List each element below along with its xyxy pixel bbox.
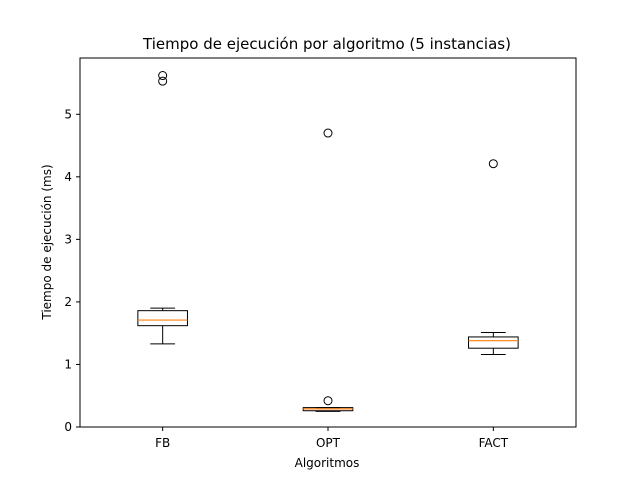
y-axis-title: Tiempo de ejecución (ms) bbox=[40, 164, 54, 320]
y-tick-label: 5 bbox=[64, 107, 72, 121]
box-fact bbox=[468, 336, 519, 349]
y-tick-label: 0 bbox=[64, 420, 72, 434]
outlier-opt bbox=[323, 128, 333, 138]
outlier-fb bbox=[158, 76, 168, 86]
x-tick-label: FACT bbox=[479, 436, 509, 450]
outlier-opt bbox=[323, 396, 333, 406]
chart-title: Tiempo de ejecución por algoritmo (5 ins… bbox=[142, 35, 511, 53]
plot-area: 0 1 2 3 4 5 FB OPT FACT bbox=[64, 57, 577, 450]
y-tick-label: 2 bbox=[64, 295, 72, 309]
y-tick-label: 1 bbox=[64, 357, 72, 371]
outlier-fb bbox=[158, 71, 168, 81]
outlier-fact bbox=[488, 159, 498, 169]
x-tick-label: OPT bbox=[316, 436, 341, 450]
plot-frame bbox=[79, 57, 577, 428]
x-tick-label: FB bbox=[155, 436, 170, 450]
y-tick-label: 3 bbox=[64, 232, 72, 246]
x-axis-title: Algoritmos bbox=[295, 456, 360, 470]
y-tick-label: 4 bbox=[64, 170, 72, 184]
box-fb bbox=[137, 310, 188, 327]
